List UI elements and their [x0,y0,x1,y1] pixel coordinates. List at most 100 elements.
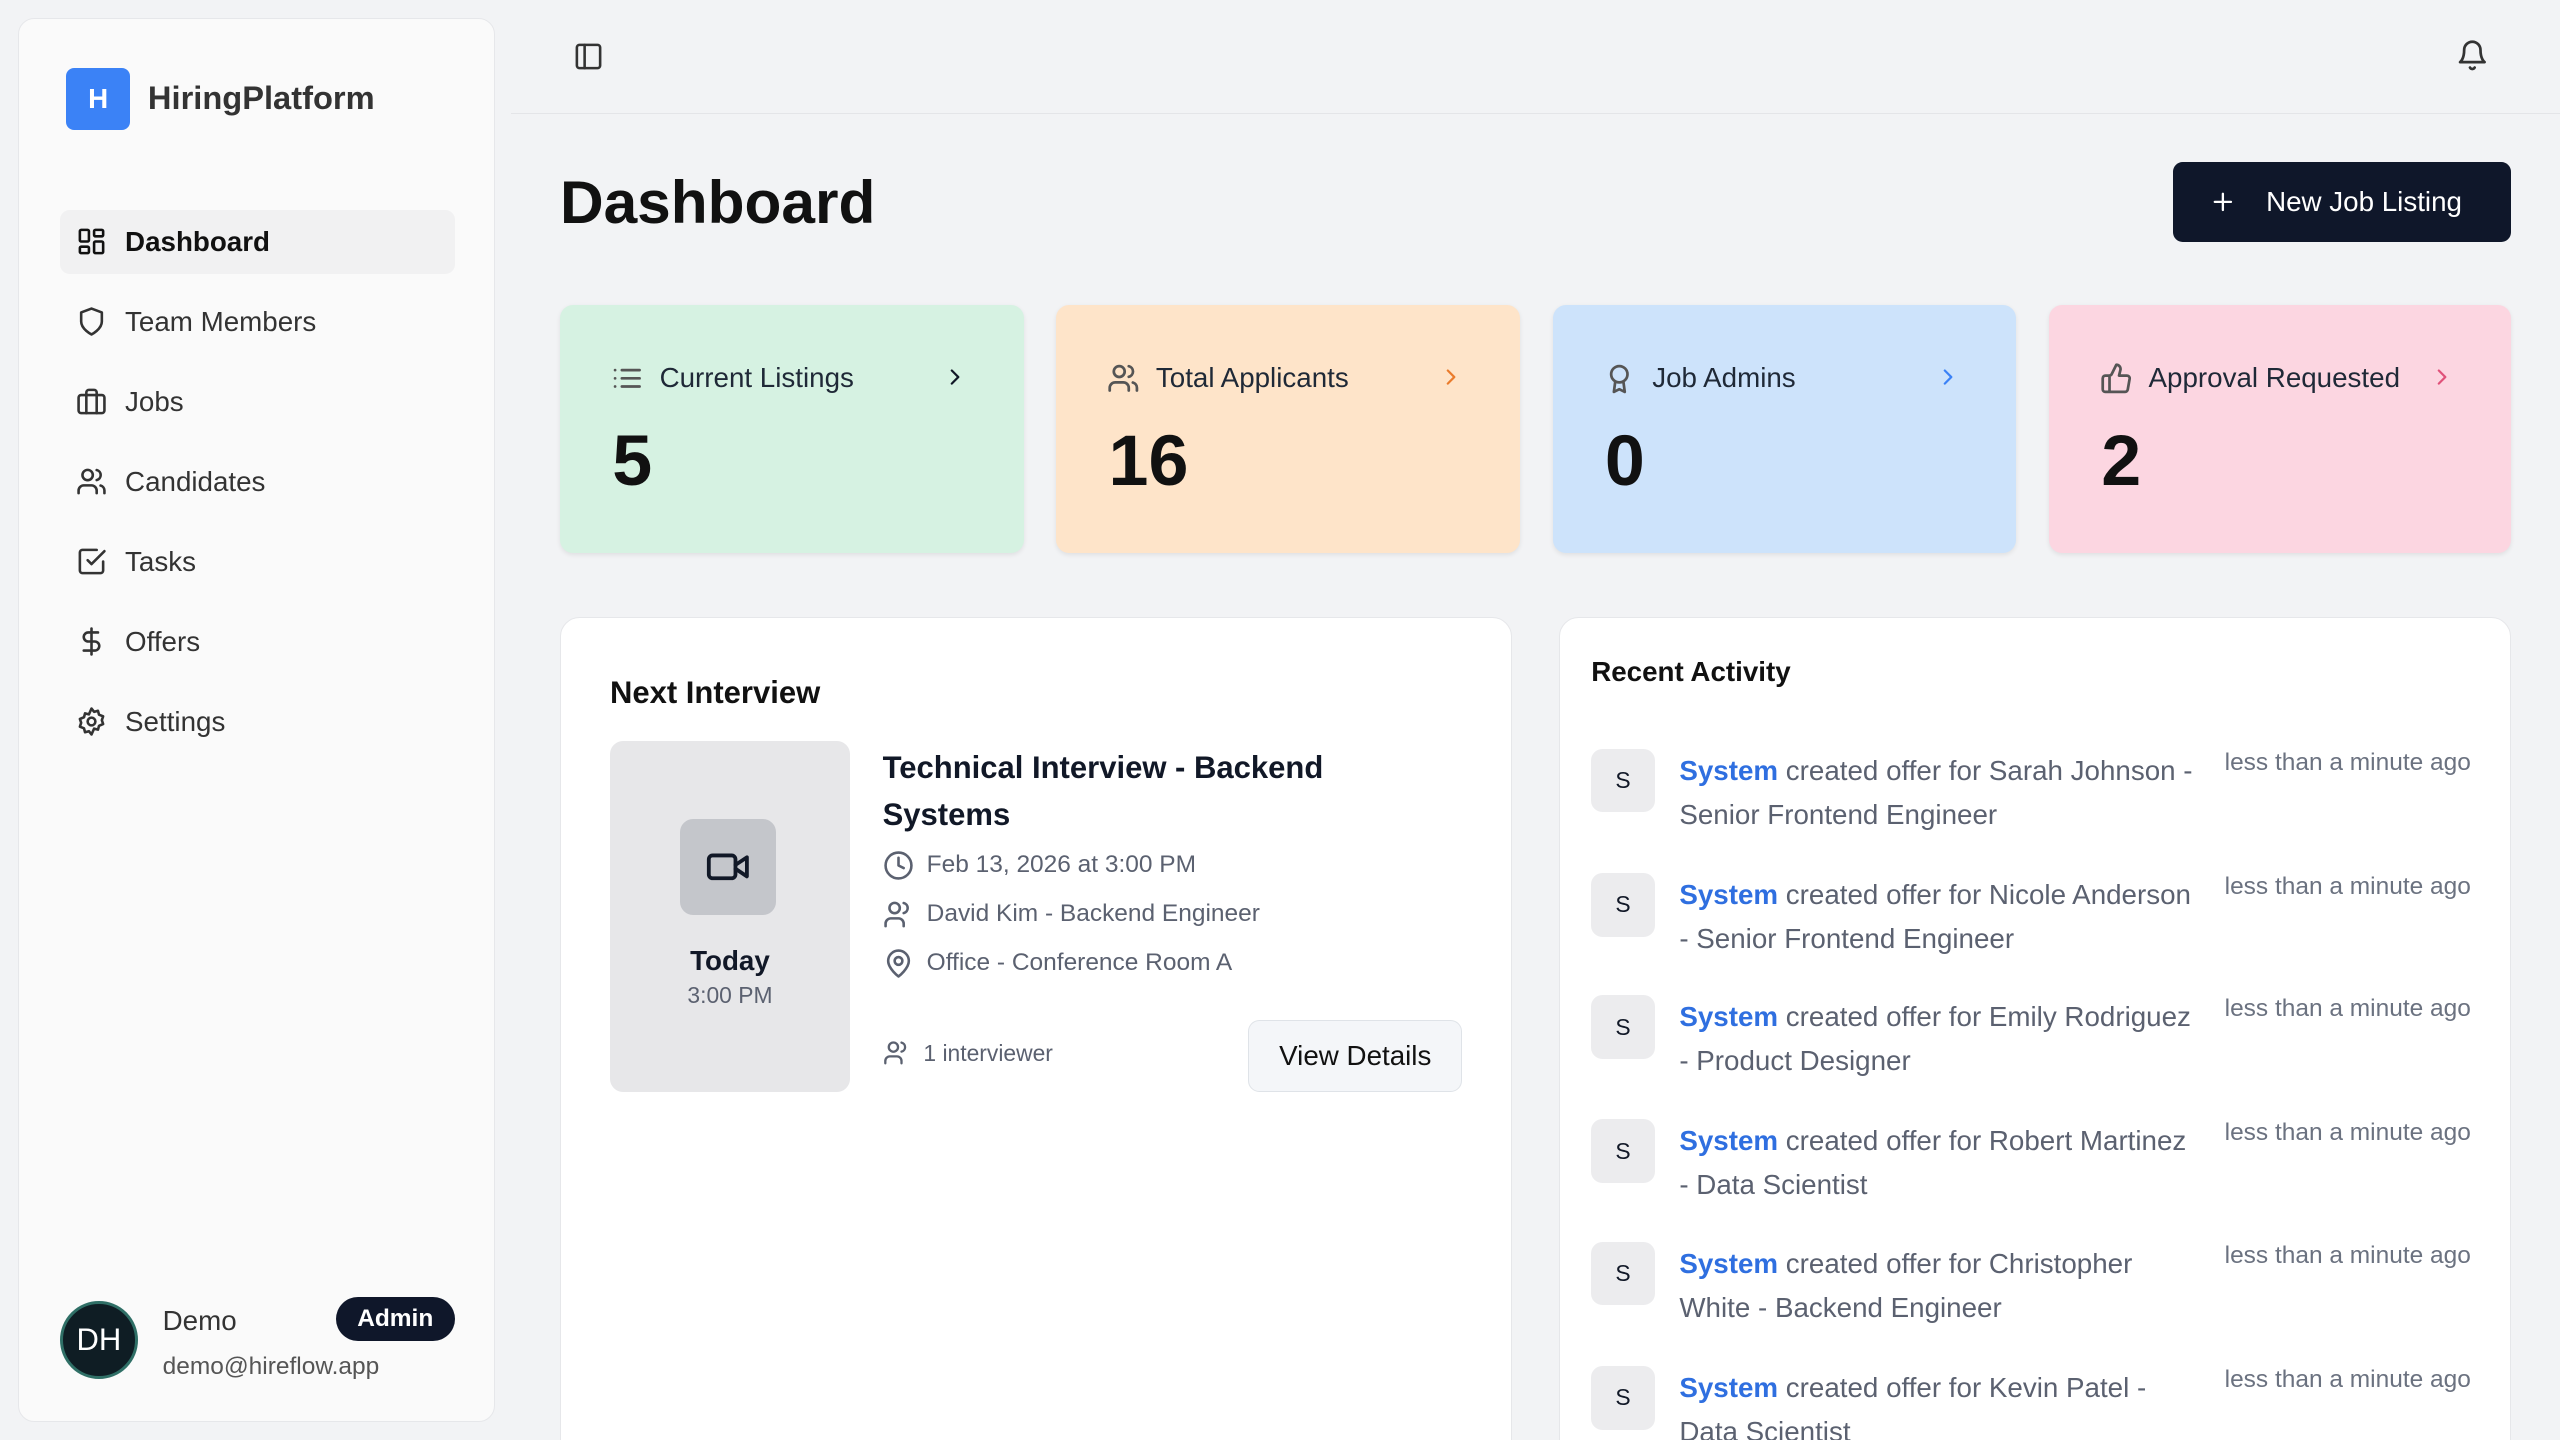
video-icon-box [680,818,777,916]
page-title: Dashboard [559,167,876,236]
sidebar-item-settings[interactable]: Settings [60,690,455,754]
stat-card-approval-requested[interactable]: Approval Requested 2 [2048,305,2511,554]
app-logo: H [66,67,130,130]
interview-title-line: Technical Interview - Backend [882,749,1324,785]
stat-label: Approval Requested [2148,362,2401,394]
interview-candidate: David Kim - Backend Engineer [883,899,1260,930]
sidebar-toggle-button[interactable] [573,41,604,72]
activity-text: System created offer for Robert Martinez… [1679,1125,2187,1201]
interview-datetime: Feb 13, 2026 at 3:00 PM [883,850,1196,881]
activity-actor-link[interactable]: System [1679,1247,1779,1279]
panel-title: Next Interview [609,675,821,711]
activity-avatar: S [1591,995,1655,1059]
view-details-button[interactable]: View Details [1248,1019,1463,1092]
sidebar-item-label: Candidates [125,465,266,497]
stat-value: 0 [1604,420,1645,501]
user-email: demo@hireflow.app [162,1352,380,1380]
plus-icon [2213,192,2233,211]
new-job-listing-label: New Job Listing [2266,185,2462,217]
activity-text: System created offer for Christopher Whi… [1679,1247,2133,1323]
activity-actor-link[interactable]: System [1679,754,1779,786]
interview-date-tile: Today 3:00 PM [609,740,850,1092]
stat-label: Job Admins [1652,362,1796,394]
map-pin-icon [886,949,910,978]
briefcase-icon [77,388,106,415]
notifications-button[interactable] [2456,39,2489,72]
chevron-right-icon [950,369,960,385]
activity-item: S System created offer for Emily Rodrigu… [1591,995,2489,1109]
activity-item: S System created offer for Kevin Patel -… [1591,1365,2489,1440]
activity-text: System created offer for Sarah Johnson -… [1679,754,2193,830]
stat-card-current-listings[interactable]: Current Listings 5 [559,305,1024,554]
users-icon [1108,365,1139,393]
sidebar-item-jobs[interactable]: Jobs [60,370,455,434]
sidebar-item-label: Offers [125,625,201,657]
recent-activity-panel: Recent Activity S System created offer f… [1559,617,2511,1440]
layout-grid-icon [78,228,105,255]
stat-value: 5 [612,420,653,501]
stat-card-total-applicants[interactable]: Total Applicants 16 [1056,305,1520,554]
activity-actor-link[interactable]: System [1679,878,1779,910]
chevron-right-icon [1943,369,1953,385]
activity-avatar: S [1591,1119,1655,1184]
stat-value: 16 [1108,420,1189,501]
interviewer-count: 1 interviewer [883,1039,1053,1067]
activity-text: System created offer for Emily Rodriguez… [1679,1001,2191,1077]
video-icon [707,853,750,881]
users-icon [883,1041,906,1065]
sidebar-item-team-members[interactable]: Team Members [60,290,455,354]
interview-title-line: Systems [882,797,1011,833]
interview-location: Office - Conference Room A [883,948,1232,979]
activity-text: System created offer for Nicole Anderson… [1679,878,2191,954]
bell-icon [2458,40,2486,71]
interview-title: Technical Interview - Backend Systems [883,744,1324,839]
stat-value: 2 [2101,420,2142,501]
sidebar-item-label: Dashboard [125,225,270,257]
thumbs-up-icon [2100,363,2131,394]
app-name: HiringPlatform [147,79,375,117]
panel-title: Recent Activity [1591,655,1791,687]
sidebar-item-candidates[interactable]: Candidates [60,450,455,514]
activity-item: S System created offer for Nicole Anders… [1591,872,2489,987]
user-name: Demo [162,1305,237,1337]
dollar-icon [82,627,101,657]
activity-text: System created offer for Kevin Patel - D… [1679,1371,2147,1440]
stat-card-job-admins[interactable]: Job Admins 0 [1552,305,2017,554]
sidebar-item-tasks[interactable]: Tasks [60,530,455,594]
activity-actor-link[interactable]: System [1679,1001,1779,1033]
interview-day: Today [690,944,770,976]
header-divider [511,112,2560,115]
new-job-listing-button[interactable]: New Job Listing [2173,161,2511,242]
activity-time: less than a minute ago [2224,1365,2471,1393]
activity-avatar: S [1591,872,1655,937]
activity-item: S System created offer for Robert Martin… [1591,1119,2489,1233]
activity-time: less than a minute ago [2224,1119,2471,1147]
activity-avatar: S [1591,1365,1655,1430]
activity-item: S System created offer for Sarah Johnson… [1591,748,2489,863]
user-avatar[interactable]: DH [59,1300,139,1379]
activity-actor-link[interactable]: System [1679,1125,1779,1157]
sidebar: H HiringPlatform Dashboard Team Members … [17,17,495,1423]
panel-left-icon [575,43,602,70]
chevron-right-icon [1447,369,1456,385]
sidebar-item-label: Team Members [125,305,317,337]
check-square-icon [78,548,106,575]
activity-time: less than a minute ago [2224,995,2471,1023]
activity-time: less than a minute ago [2224,748,2471,776]
sidebar-item-dashboard[interactable]: Dashboard [59,209,455,274]
sidebar-item-label: Tasks [125,545,196,577]
sidebar-item-offers[interactable]: Offers [60,610,455,674]
activity-time: less than a minute ago [2224,1241,2471,1269]
clock-icon [883,851,913,880]
activity-avatar: S [1591,1241,1655,1306]
sidebar-item-label: Settings [125,705,226,737]
list-icon [613,369,641,389]
stat-label: Total Applicants [1155,362,1349,394]
award-icon [1610,365,1630,394]
role-badge: Admin [335,1297,455,1342]
activity-time: less than a minute ago [2224,872,2471,900]
users-icon [883,901,909,928]
activity-item: S System created offer for Christopher W… [1591,1241,2489,1356]
activity-actor-link[interactable]: System [1679,1371,1779,1403]
users-icon [77,468,106,495]
